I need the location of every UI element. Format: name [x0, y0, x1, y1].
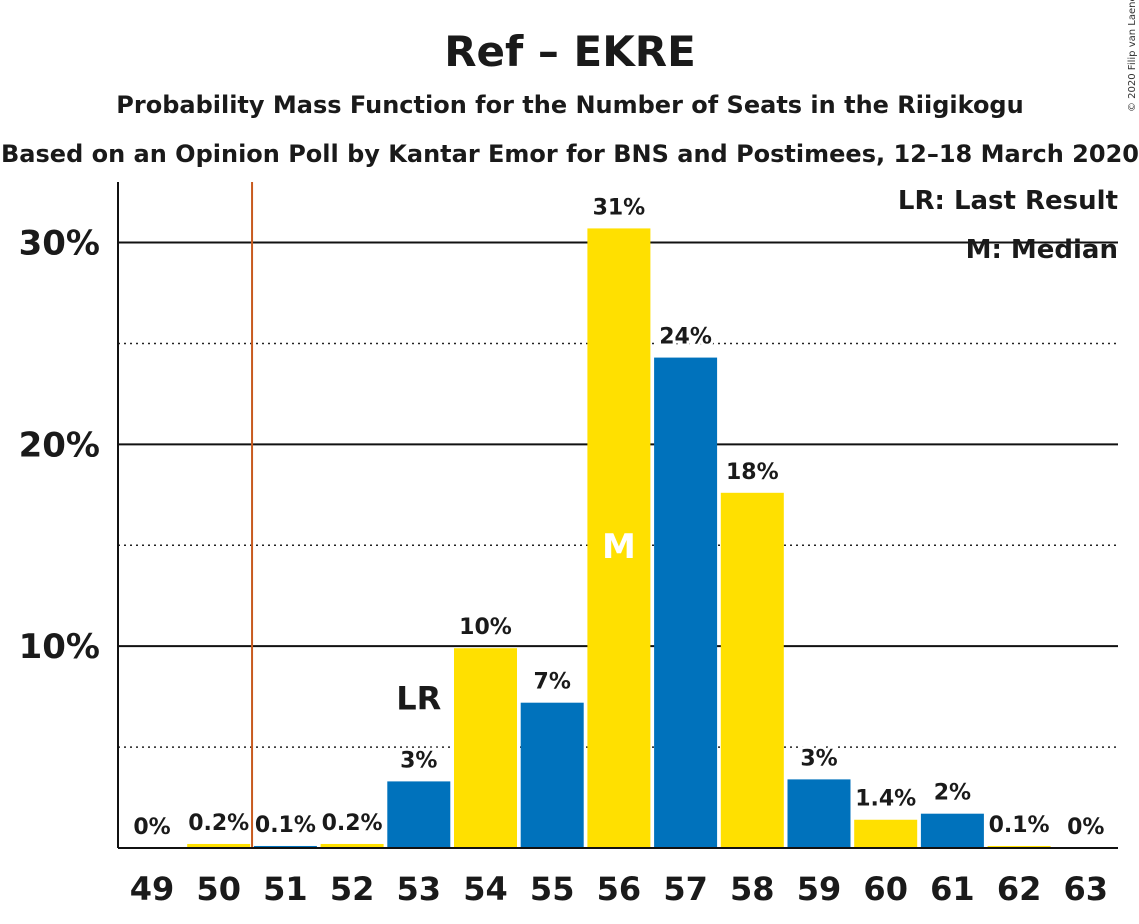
x-tick-label: 63	[1064, 870, 1109, 908]
bar-57	[654, 357, 718, 848]
x-tick-label: 50	[196, 870, 241, 908]
x-tick-label: 53	[397, 870, 442, 908]
x-tick-label: 57	[663, 870, 708, 908]
bars-layer	[187, 228, 1051, 848]
y-tick-label: 10%	[19, 627, 100, 667]
x-tick-label: 62	[997, 870, 1042, 908]
data-label: 3%	[400, 748, 437, 773]
data-label: 0.1%	[255, 813, 316, 838]
x-tick-label: 56	[597, 870, 642, 908]
data-label: 1.4%	[855, 787, 916, 812]
data-label: 7%	[534, 670, 571, 695]
x-tick-label: 58	[730, 870, 775, 908]
x-tick-label: 52	[330, 870, 375, 908]
chart-title: Ref – EKRE	[444, 27, 696, 76]
bar-59	[787, 779, 851, 848]
y-tick-label: 30%	[19, 224, 100, 264]
bar-58	[720, 492, 784, 848]
data-label: 24%	[659, 325, 712, 350]
x-tick-label: 59	[797, 870, 842, 908]
bar-52	[320, 843, 384, 848]
x-tick-label: 61	[930, 870, 975, 908]
data-label: 31%	[593, 195, 646, 220]
x-tick-label: 54	[463, 870, 508, 908]
legend-last-result: LR: Last Result	[898, 186, 1118, 216]
legend-median: M: Median	[966, 235, 1118, 265]
chart-subtitle: Probability Mass Function for the Number…	[116, 91, 1023, 119]
x-tick-label: 60	[863, 870, 908, 908]
y-tick-label: 20%	[19, 425, 100, 465]
data-label: 0%	[1067, 815, 1104, 840]
data-label: 10%	[459, 615, 512, 640]
data-label: 18%	[726, 460, 779, 485]
bar-55	[520, 702, 584, 848]
bar-54	[454, 648, 517, 848]
x-tick-label: 51	[263, 870, 308, 908]
axis-layer: 10% 20% 30% 49 50 51 52 53 54 55 56 57 58 59 60 61 62 63	[19, 182, 1118, 908]
bar-50	[187, 843, 251, 848]
x-tick-label: 49	[130, 870, 175, 908]
bar-60	[854, 819, 918, 848]
bar-51	[253, 845, 317, 848]
copyright-note: © 2020 Filip van Laenen	[1127, 0, 1138, 112]
data-label: 0.2%	[322, 811, 383, 836]
bar-56	[587, 228, 651, 848]
data-label: 0%	[133, 815, 170, 840]
data-label: 0.2%	[188, 811, 249, 836]
bar-53	[387, 781, 451, 848]
x-tick-label: 55	[530, 870, 575, 908]
bar-61	[920, 813, 984, 848]
chart-subtitle-source: Based on an Opinion Poll by Kantar Emor …	[1, 140, 1139, 168]
labels-layer: 0% 0.2% 0.1% 0.2%3%10%7%31%24%18%3%1.4% 2%0.…	[130, 192, 1107, 843]
last-result-marker: LR	[396, 679, 441, 717]
data-label: 0.1%	[989, 813, 1050, 838]
bar-62	[987, 845, 1051, 848]
data-label: 2%	[934, 781, 971, 806]
data-label: 3%	[800, 746, 837, 771]
median-marker: M	[602, 527, 636, 567]
